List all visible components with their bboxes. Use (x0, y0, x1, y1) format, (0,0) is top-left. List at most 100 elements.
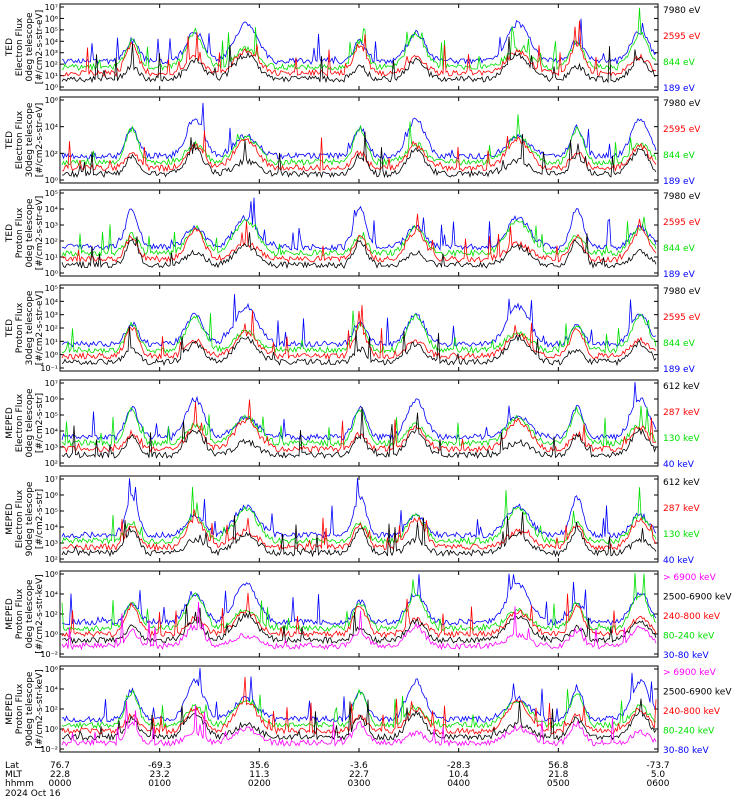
y-axis-label: TED Electron Flux 30deg telescope [#/cm2-s-… (5, 102, 45, 177)
y-tick-label: 10⁰ (45, 725, 58, 734)
y-axis-label-line: 90deg telescope (25, 481, 35, 556)
legend-entry: 844 eV (663, 58, 696, 68)
x-tick-mlt: 11.3 (249, 770, 269, 780)
y-tick-label: 10⁴ (45, 590, 58, 599)
y-axis-label: TED Electron Flux 0deg telescope [#/cm2-s-s… (5, 10, 45, 85)
x-tick-lat: 76.7 (50, 761, 70, 771)
series-trace-612-kev (61, 511, 657, 558)
y-tick-label: 10⁰ (45, 83, 58, 92)
y-tick-label: 10⁰ (45, 176, 58, 185)
legend-entry: 80-240 keV (663, 632, 715, 642)
y-tick-label: 10⁵ (45, 507, 58, 516)
x-tick-mlt: 22.7 (349, 770, 369, 780)
y-tick-label: 10³ (45, 221, 58, 230)
panel-legend: 7980 eV 2595 eV 844 eV 189 eV (663, 192, 701, 280)
x-tick-hhmm: 0300 (348, 779, 371, 789)
y-axis-label: TED Proton Flux 30deg telescope [#/cm2-s-st… (5, 290, 45, 365)
axis-row-hhmm: hhmm (5, 779, 34, 789)
y-tick-label: 10² (45, 60, 58, 69)
legend-entry: 844 eV (663, 151, 696, 161)
y-tick-label: 10² (45, 459, 58, 468)
y-axis-label-line: 0deg telescope (25, 198, 35, 268)
y-axis-label-line: 0deg telescope (25, 388, 35, 458)
series-trace-40-kev (61, 381, 657, 442)
y-axis-label-line: [#/cm2-s-str-eV] (35, 291, 45, 366)
legend-entry: 2595 eV (663, 125, 701, 135)
y-axis-label-line: Proton Flux (15, 302, 25, 353)
x-tick-lat: -69.3 (148, 761, 171, 771)
y-tick-label: 10⁻² (40, 650, 58, 659)
series-trace-2595-ev (61, 305, 657, 361)
x-tick-hhmm: 0100 (148, 779, 171, 789)
y-tick-label: 10⁴ (45, 523, 58, 532)
y-tick-label: 10⁵ (45, 189, 58, 198)
x-tick-mlt: 21.8 (548, 770, 568, 780)
y-axis-label: MEPED Proton Flux 0deg telescope [#/cm2-s-s… (5, 574, 45, 653)
y-tick-label: 10⁴ (45, 37, 58, 46)
legend-entry: 2595 eV (663, 313, 701, 323)
x-tick-hhmm: 0500 (547, 779, 570, 789)
panel-legend: > 6900 keV 2500-6900 keV 240-800 keV 80-240… (663, 573, 732, 661)
x-tick-lat: -73.7 (646, 761, 669, 771)
legend-entry: 130 keV (663, 530, 700, 540)
y-tick-label: 10² (45, 149, 58, 158)
y-tick-label: 10⁰ (45, 351, 58, 360)
y-tick-label: 10⁷ (45, 379, 58, 388)
x-tick-lat: 56.8 (548, 761, 568, 771)
y-tick-label: 10⁶ (45, 570, 58, 579)
y-axis-label-line: MEPED (5, 693, 15, 725)
panel-legend: 7980 eV 2595 eV 844 eV 189 eV (663, 287, 701, 375)
series-trace-2595-ev (61, 213, 657, 264)
y-tick-label: 10¹ (45, 337, 58, 346)
y-tick-label: 10¹ (45, 72, 58, 81)
date-label: 2024 Oct 16 (5, 789, 61, 799)
y-axis-label: MEPED Electron Flux 0deg telescope [#/cm2-s… (5, 388, 45, 458)
y-axis-label-line: MEPED (5, 598, 15, 630)
series-trace-2595-ev (61, 20, 657, 78)
y-tick-label: 10⁵ (45, 26, 58, 35)
axis-row-lat: Lat (5, 761, 20, 771)
y-tick-label: 10⁴ (45, 297, 58, 306)
y-axis-label-line: MEPED (5, 503, 15, 535)
legend-entry: 40 keV (663, 556, 695, 566)
y-axis-label-line: Proton Flux (15, 207, 25, 258)
y-axis-label-line: TED (5, 319, 15, 338)
panel-legend: > 6900 keV 2500-6900 keV 240-800 keV 80-240… (663, 668, 732, 756)
x-tick-lat: -3.6 (350, 761, 368, 771)
x-tick-mlt: 5.0 (651, 770, 666, 780)
legend-entry: 189 eV (663, 84, 696, 94)
x-tick-mlt: 22.8 (50, 770, 70, 780)
y-axis-label-line: Electron Flux (15, 17, 25, 76)
y-tick-label: 10² (45, 705, 58, 714)
x-tick-mlt: 23.2 (150, 770, 170, 780)
series-trace-7980-ev (61, 232, 657, 270)
y-tick-label: 10² (45, 610, 58, 619)
panel-legend: 612 keV 287 keV 130 keV 40 keV (663, 382, 700, 470)
y-axis-label-line: Electron Flux (15, 393, 25, 452)
y-tick-label: 10⁶ (45, 14, 58, 23)
x-tick-lat: -28.3 (447, 761, 470, 771)
legend-entry: 189 eV (663, 177, 696, 187)
y-tick-label: 10⁶ (45, 96, 58, 105)
legend-entry: 80-240 keV (663, 727, 715, 737)
y-tick-label: 10⁶ (45, 395, 58, 404)
y-tick-label: 10² (45, 237, 58, 246)
x-tick-hhmm: 0600 (647, 779, 670, 789)
series-trace-612-kev (61, 406, 657, 459)
y-axis-label-line: 0deg telescope (25, 12, 35, 82)
series-trace-130-kev (61, 405, 657, 448)
legend-entry: 612 keV (663, 382, 700, 392)
panel-legend: 7980 eV 2595 eV 844 eV 189 eV (663, 99, 701, 187)
axis-row-mlt: MLT (5, 770, 23, 780)
series-trace-7980-ev (61, 131, 657, 179)
y-axis-label-line: [#/cm2-s-str] (35, 489, 45, 549)
legend-entry: 7980 eV (663, 99, 701, 109)
y-tick-label: 10⁴ (45, 427, 58, 436)
legend-entry: 7980 eV (663, 192, 701, 202)
